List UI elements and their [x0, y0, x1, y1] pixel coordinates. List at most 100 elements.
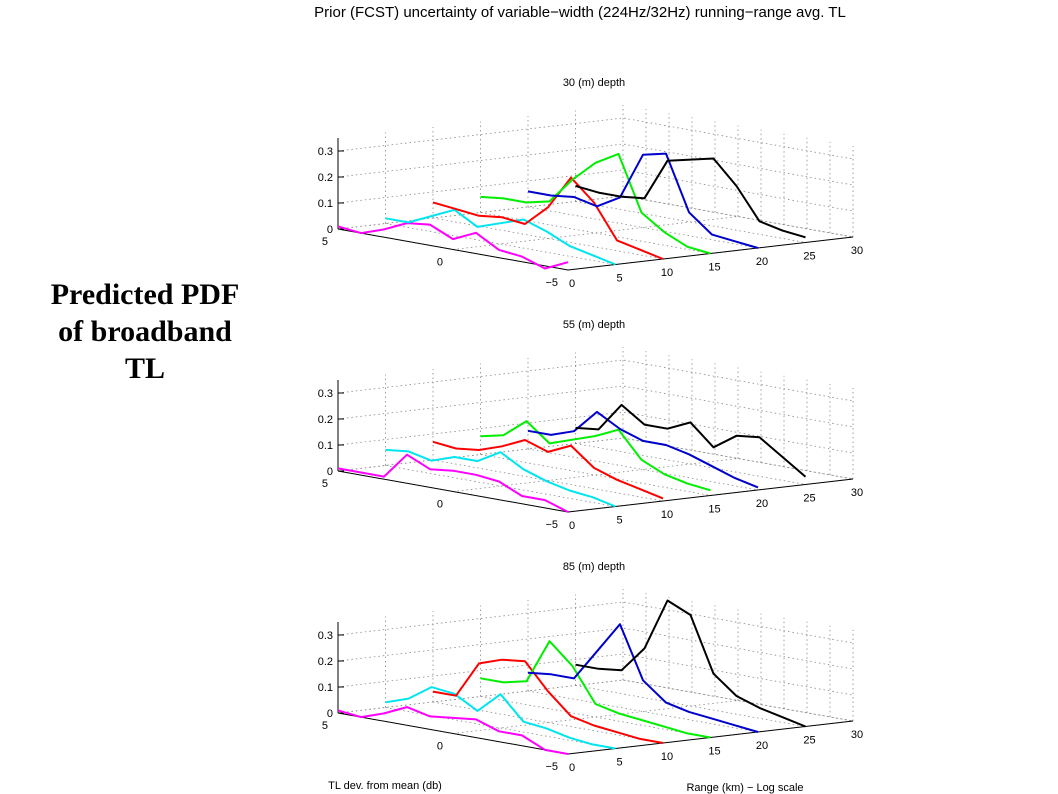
x-axis-label: TL dev. from mean (db) — [328, 780, 442, 792]
grid-line — [337, 627, 854, 670]
panel-title: 85 (m) depth — [563, 561, 625, 573]
series-line-5 — [527, 623, 759, 733]
series-line-4 — [480, 152, 711, 255]
grid-line — [337, 437, 854, 480]
grid-line — [337, 143, 854, 186]
range-tick-label: 0 — [569, 762, 575, 774]
series-line-2 — [385, 448, 616, 508]
grid-line — [480, 454, 711, 496]
z-tick-label: 0.2 — [318, 414, 333, 426]
x-axis-line — [337, 228, 569, 271]
grid-line — [337, 437, 624, 472]
range-tick-label: 20 — [756, 498, 768, 510]
z-tick-label: 0 — [327, 224, 333, 236]
x-tick-label: 5 — [322, 478, 328, 490]
range-tick-label: 5 — [616, 515, 622, 527]
z-tick-label: 0.3 — [318, 146, 333, 158]
z-tick-label: 0.2 — [318, 656, 333, 668]
series-line-1 — [337, 453, 569, 513]
grid-line — [480, 696, 711, 738]
grid-line — [480, 212, 711, 254]
grid-line — [337, 359, 854, 402]
series-line-1 — [337, 706, 569, 755]
z-tick-label: 0 — [327, 466, 333, 478]
grid-line — [452, 700, 739, 734]
grid-line — [452, 216, 739, 250]
side-caption: Predicted PDF of broadband TL — [20, 276, 270, 387]
series-line-4 — [480, 640, 711, 739]
grid-line — [385, 223, 616, 265]
grid-line — [575, 201, 806, 243]
page-title: Prior (FCST) uncertainty of variable−wid… — [314, 4, 846, 21]
x-axis-line — [337, 712, 569, 755]
z-tick-label: 0.3 — [318, 630, 333, 642]
grid-line — [337, 411, 854, 454]
range-tick-label: 10 — [661, 509, 673, 521]
grid-line — [385, 465, 616, 507]
series-line-5 — [527, 410, 759, 489]
grid-line — [337, 601, 854, 644]
grid-line — [337, 195, 624, 230]
x-tick-label: 5 — [322, 236, 328, 248]
range-tick-label: 25 — [803, 493, 815, 505]
range-tick-label: 5 — [616, 757, 622, 769]
grid-line — [385, 707, 616, 749]
x-tick-label: −5 — [545, 519, 558, 531]
range-tick-label: 15 — [708, 504, 720, 516]
x-tick-label: −5 — [545, 277, 558, 289]
range-tick-label: 25 — [803, 735, 815, 747]
range-tick-label: 10 — [661, 751, 673, 763]
series-line-2 — [385, 686, 616, 750]
range-tick-label: 0 — [569, 278, 575, 290]
range-tick-label: 20 — [756, 256, 768, 268]
series-line-6 — [575, 157, 806, 239]
range-tick-label: 20 — [756, 740, 768, 752]
series-line-6 — [575, 599, 806, 728]
grid-line — [337, 195, 854, 238]
x-tick-label: 5 — [322, 720, 328, 732]
series-line-2 — [385, 208, 616, 266]
x-tick-label: 0 — [437, 257, 443, 269]
range-tick-label: 5 — [616, 273, 622, 285]
x-tick-label: 0 — [437, 741, 443, 753]
grid-line — [432, 217, 664, 260]
panel-title: 30 (m) depth — [563, 77, 625, 89]
series-line-3 — [432, 176, 664, 260]
series-line-4 — [480, 420, 711, 492]
grid-line — [337, 169, 854, 212]
range-tick-label: 10 — [661, 267, 673, 279]
grid-line — [337, 385, 854, 428]
grid-line — [622, 437, 854, 480]
series-line-3 — [432, 439, 664, 500]
caption-line-2: of broadband — [58, 315, 232, 348]
panel-title: 55 (m) depth — [563, 319, 625, 331]
grid-line — [337, 117, 854, 160]
x-axis-line — [337, 470, 569, 513]
series-line-3 — [432, 658, 664, 744]
z-tick-label: 0.3 — [318, 388, 333, 400]
series-line-6 — [575, 403, 807, 478]
grid-line — [452, 458, 739, 492]
z-tick-label: 0.1 — [318, 682, 333, 694]
series-line-1 — [337, 222, 569, 270]
grid-line — [527, 206, 759, 249]
grid-line — [527, 690, 759, 733]
range-tick-label: 15 — [708, 746, 720, 758]
z-tick-label: 0.1 — [318, 440, 333, 452]
grid-line — [432, 701, 664, 744]
range-tick-label: 30 — [851, 729, 863, 741]
x-tick-label: 0 — [437, 499, 443, 511]
grid-line — [432, 459, 664, 502]
grid-line — [337, 679, 624, 714]
grid-line — [622, 195, 854, 238]
range-tick-label: 0 — [569, 520, 575, 532]
range-tick-label: 30 — [851, 487, 863, 499]
caption-line-3: TL — [124, 352, 166, 385]
range-tick-label: 30 — [851, 245, 863, 257]
series-line-5 — [527, 152, 759, 249]
z-tick-label: 0.2 — [318, 172, 333, 184]
